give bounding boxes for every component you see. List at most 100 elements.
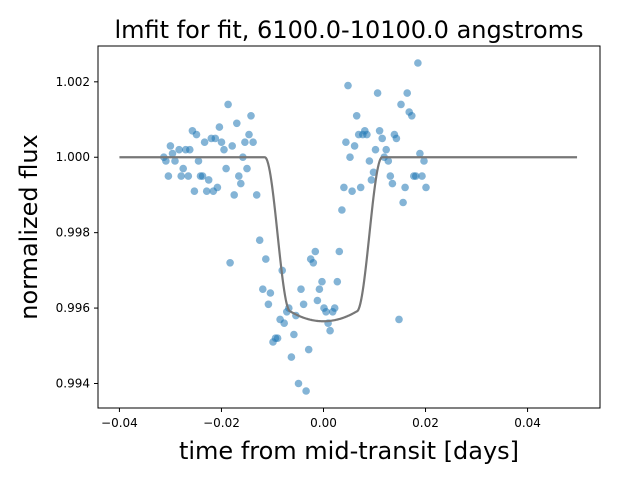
data-point bbox=[243, 164, 251, 173]
y-tick-label: 0.998 bbox=[56, 226, 90, 240]
data-point bbox=[369, 168, 378, 177]
data-point bbox=[177, 172, 185, 180]
data-point bbox=[386, 172, 395, 180]
data-point bbox=[287, 353, 296, 361]
data-point bbox=[224, 100, 232, 109]
data-point bbox=[340, 183, 348, 192]
data-point bbox=[264, 300, 273, 309]
data-point bbox=[356, 183, 365, 192]
data-point bbox=[375, 127, 384, 135]
data-point bbox=[397, 100, 405, 109]
data-point bbox=[204, 176, 213, 184]
x-tick-label: −0.04 bbox=[101, 416, 138, 430]
data-point bbox=[333, 277, 342, 286]
data-point bbox=[388, 179, 397, 188]
data-point bbox=[326, 326, 334, 335]
y-tick-label: 1.000 bbox=[56, 150, 90, 164]
data-point bbox=[342, 138, 350, 146]
data-point bbox=[171, 157, 179, 165]
data-point bbox=[162, 157, 170, 165]
data-point bbox=[313, 296, 322, 305]
data-point bbox=[280, 319, 289, 328]
data-point bbox=[247, 112, 255, 120]
data-point bbox=[352, 112, 361, 120]
data-point bbox=[259, 285, 267, 294]
x-tick-label: 0.00 bbox=[310, 416, 337, 430]
data-point bbox=[344, 81, 352, 90]
data-point bbox=[367, 176, 376, 184]
y-axis-ticks: 0.994 0.996 0.998 1.000 1.002 bbox=[56, 75, 98, 390]
data-point bbox=[230, 191, 238, 199]
data-point bbox=[382, 145, 391, 154]
data-point bbox=[184, 172, 193, 180]
data-point bbox=[220, 145, 228, 154]
model-curve bbox=[119, 156, 578, 323]
data-point bbox=[392, 134, 401, 143]
x-tick-label: 0.04 bbox=[514, 416, 541, 430]
data-point bbox=[297, 285, 305, 294]
data-point bbox=[401, 183, 409, 192]
x-tick-label: 0.02 bbox=[412, 416, 439, 430]
plot-area bbox=[97, 45, 601, 409]
data-point bbox=[228, 142, 236, 150]
data-point bbox=[346, 153, 354, 161]
data-point bbox=[175, 145, 183, 154]
data-point bbox=[262, 255, 270, 263]
data-point bbox=[186, 145, 194, 154]
data-point bbox=[322, 308, 330, 316]
data-point bbox=[416, 149, 424, 158]
data-point bbox=[166, 142, 175, 150]
data-point bbox=[294, 379, 303, 388]
data-point bbox=[311, 247, 320, 256]
x-axis-ticks: −0.04 −0.02 0.00 0.02 0.04 bbox=[101, 408, 541, 430]
data-point bbox=[211, 134, 220, 143]
data-point bbox=[302, 387, 310, 395]
data-point bbox=[384, 157, 393, 165]
data-point bbox=[350, 142, 359, 150]
data-point bbox=[245, 130, 253, 139]
data-point bbox=[318, 277, 326, 286]
y-axis-label: normalized flux bbox=[15, 134, 43, 320]
data-point bbox=[200, 138, 209, 146]
data-point bbox=[192, 130, 201, 139]
x-tick-label: −0.02 bbox=[203, 416, 240, 430]
data-point bbox=[255, 236, 264, 244]
data-point bbox=[420, 157, 428, 165]
data-point bbox=[217, 138, 226, 146]
x-axis-label: time from mid-transit [days] bbox=[179, 437, 519, 465]
data-point bbox=[179, 164, 187, 173]
data-point bbox=[190, 187, 199, 195]
data-point bbox=[213, 183, 222, 192]
data-point bbox=[168, 149, 177, 158]
data-point bbox=[315, 285, 324, 294]
data-point bbox=[304, 345, 313, 354]
y-tick-label: 0.994 bbox=[56, 376, 90, 390]
data-point bbox=[215, 123, 224, 131]
data-point bbox=[363, 130, 371, 139]
data-point bbox=[403, 89, 412, 97]
data-point bbox=[237, 179, 245, 188]
data-point bbox=[198, 172, 207, 180]
data-point bbox=[338, 206, 346, 214]
data-point bbox=[399, 198, 407, 207]
data-point bbox=[309, 259, 318, 267]
data-point bbox=[395, 315, 403, 324]
data-point bbox=[422, 183, 430, 192]
data-point bbox=[266, 289, 275, 297]
data-point bbox=[299, 300, 308, 309]
data-point bbox=[252, 191, 261, 199]
data-point bbox=[414, 59, 422, 67]
data-point bbox=[226, 259, 234, 267]
data-point bbox=[371, 145, 380, 154]
data-point bbox=[273, 334, 282, 343]
data-point bbox=[365, 157, 374, 165]
scatter-points bbox=[160, 59, 430, 395]
data-point bbox=[378, 134, 387, 143]
data-point bbox=[418, 172, 426, 180]
data-point bbox=[249, 138, 257, 146]
data-point bbox=[348, 187, 356, 195]
data-point bbox=[222, 164, 230, 173]
data-point bbox=[235, 172, 243, 180]
y-tick-label: 1.002 bbox=[56, 75, 90, 89]
